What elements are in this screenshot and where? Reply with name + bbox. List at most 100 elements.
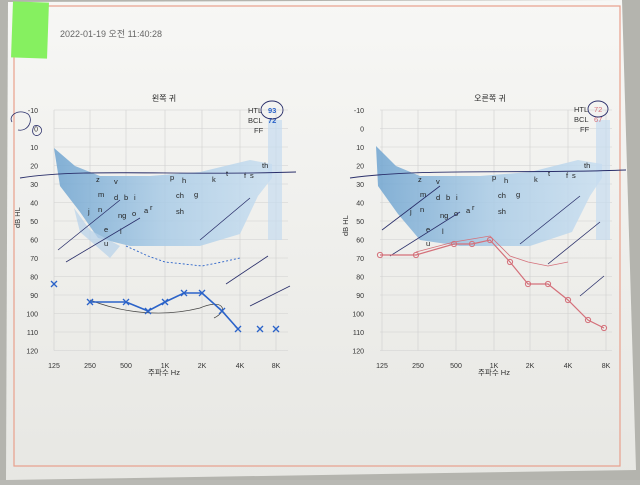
- speech-sound-v: v: [436, 177, 440, 186]
- left-air-conduction-line: [90, 292, 239, 330]
- left-pen-slash-5: [249, 285, 291, 307]
- y-tick-label: 60: [356, 238, 364, 245]
- right-ac-markers: [376, 236, 608, 332]
- left-x-marker: [256, 325, 264, 333]
- print-timestamp: 2022-01-19 오전 11:40:28: [60, 29, 162, 39]
- right-pen-slash-5: [579, 275, 605, 297]
- x-tick-label: 8K: [602, 363, 611, 370]
- y-tick-label: 10: [30, 145, 38, 152]
- y-tick-label: 110: [27, 330, 38, 337]
- speech-sound-a: a: [466, 206, 471, 215]
- x-tick-label: 1K: [161, 363, 170, 370]
- speech-sound-d: d: [436, 193, 440, 202]
- y-tick-label: 50: [30, 219, 38, 226]
- right-x-axis-label: 주파수 Hz: [478, 368, 510, 377]
- right-o-marker: [450, 240, 458, 248]
- left-x-marker: [161, 298, 169, 306]
- x-tick-label: 1K: [490, 363, 499, 370]
- left-bcl-value: 72: [268, 116, 276, 125]
- speech-sound-s: s: [572, 171, 576, 180]
- right-ff-label: FF: [580, 125, 590, 134]
- speech-sound-sh: sh: [498, 207, 506, 216]
- y-tick-label: 100: [352, 312, 364, 319]
- y-tick-label: 40: [356, 201, 364, 208]
- right-o-marker: [486, 236, 494, 244]
- y-tick-label: 0: [360, 127, 364, 134]
- speech-sound-b: b: [124, 193, 128, 202]
- right-bone-conduction-line: [415, 235, 569, 267]
- speech-sound-k: k: [534, 175, 538, 184]
- speech-sound-ch: ch: [498, 191, 506, 200]
- speech-sound-r: r: [472, 203, 475, 212]
- left-y-axis-label: dB HL: [13, 207, 22, 228]
- left-y-tick-labels: -10 0 10 20 30 40 50 60 70 80 90 100 110 120: [26, 108, 38, 356]
- left-ff-label: FF: [254, 126, 264, 135]
- right-o-marker: [376, 251, 384, 259]
- right-htl-circle: [587, 100, 609, 118]
- left-pen-slash-1: [57, 199, 121, 251]
- right-speech-sounds: z v p h k t f sth m d b i ch g j n ng o a r sh e l u: [409, 161, 590, 248]
- speech-sound-v: v: [114, 177, 118, 186]
- right-speech-banana: [376, 146, 602, 246]
- left-speech-banana: [54, 148, 272, 246]
- speech-sound-t: t: [548, 169, 551, 178]
- speech-sound-g: g: [194, 190, 198, 199]
- left-banana-tail: [74, 208, 120, 258]
- right-ear-audiogram: 오른쪽 귀 HTL 72 BCL 67 FF dB HL 주파수 Hz -10 0…: [341, 93, 627, 377]
- y-tick-label: 0: [34, 127, 38, 134]
- speech-sound-n: n: [98, 205, 102, 214]
- right-o-marker: [412, 251, 420, 259]
- x-tick-label: 125: [48, 363, 60, 370]
- speech-sound-i: i: [456, 193, 458, 202]
- speech-sound-th: th: [262, 161, 268, 170]
- y-tick-label: 30: [30, 182, 38, 189]
- left-htl-label: HTL: [248, 106, 262, 115]
- left-x-marker: [122, 298, 130, 306]
- left-x-axis-label: 주파수 Hz: [148, 368, 180, 377]
- x-tick-label: 8K: [272, 363, 281, 370]
- page-border: [13, 5, 621, 467]
- speech-sound-z: z: [418, 175, 422, 184]
- speech-sound-f: f: [244, 171, 247, 180]
- speech-sound-u: u: [426, 239, 430, 248]
- x-tick-label: 250: [84, 363, 96, 370]
- speech-sound-f: f: [566, 171, 569, 180]
- speech-sound-g: g: [516, 190, 520, 199]
- speech-sound-o: o: [132, 209, 136, 218]
- left-pen-slash-3: [199, 197, 251, 241]
- paper-sheet: [6, 0, 636, 480]
- right-htl-label: HTL: [574, 105, 588, 114]
- y-tick-label: 20: [30, 164, 38, 171]
- right-o-marker: [600, 324, 608, 332]
- speech-sound-a: a: [144, 206, 149, 215]
- speech-sound-i: i: [134, 193, 136, 202]
- y-tick-label: 120: [352, 349, 364, 356]
- x-tick-label: 2K: [198, 363, 207, 370]
- left-pen-slash-4: [225, 255, 269, 285]
- right-o-marker: [584, 316, 592, 324]
- left-x-marker: [86, 298, 94, 306]
- speech-sound-h: h: [182, 176, 186, 185]
- speech-sound-b: b: [446, 193, 450, 202]
- left-htl-circle: [260, 100, 284, 120]
- right-banana-highfreq: [596, 120, 610, 240]
- left-x-marker: [50, 280, 58, 288]
- speech-sound-e: e: [426, 225, 430, 234]
- x-tick-label: 500: [450, 363, 462, 370]
- left-bone-conduction-line: [125, 245, 241, 267]
- speech-sound-s: s: [250, 171, 254, 180]
- x-tick-label: 250: [412, 363, 424, 370]
- right-o-marker: [468, 240, 476, 248]
- right-o-marker: [524, 280, 532, 288]
- left-htl-value: 93: [268, 106, 276, 115]
- right-bcl-label: BCL: [574, 115, 589, 124]
- left-pen-curve: [89, 299, 223, 319]
- speech-sound-th: th: [584, 161, 590, 170]
- left-x-marker: [218, 307, 226, 315]
- speech-sound-e: e: [104, 225, 108, 234]
- y-tick-label: 70: [356, 256, 364, 263]
- y-tick-label: 80: [356, 275, 364, 282]
- speech-sound-m: m: [420, 190, 426, 199]
- left-x-marker: [234, 325, 242, 333]
